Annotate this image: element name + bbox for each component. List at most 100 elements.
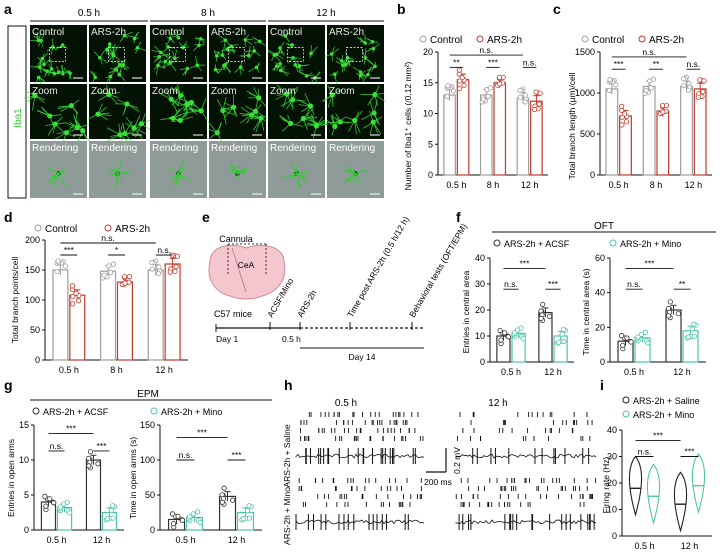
microglia-process (276, 84, 288, 95)
microglia-process (200, 98, 207, 111)
microglia-process (122, 59, 127, 66)
h-time-12: 12 h (488, 398, 507, 409)
microglia-process (169, 58, 173, 64)
microglia-process (126, 103, 140, 112)
x-tick-label: 12 h (544, 367, 562, 377)
y-tick-label: 1500 (575, 47, 595, 57)
y-tick-label: 5 (24, 490, 29, 500)
microglia-process (137, 47, 146, 51)
panel-a: a Iba1 0.5 h 8 h 12 h Control ARS-2h Contr… (4, 1, 386, 199)
time-header-12: 12 h (316, 8, 335, 19)
data-point (87, 449, 94, 455)
data-point (456, 67, 462, 73)
data-point (126, 274, 133, 280)
x-tick-label: 12 h (673, 367, 691, 377)
microglia-process (306, 122, 317, 127)
microglia-process (170, 98, 179, 106)
microglia-process (25, 95, 36, 104)
microglia-process (331, 94, 334, 107)
microglia-process (52, 71, 59, 77)
microglia-process (96, 91, 109, 95)
microglia-process (280, 70, 290, 75)
microglia-process (40, 33, 45, 41)
microglia-process (365, 57, 374, 65)
microglia-process (37, 40, 42, 47)
microglia-process (97, 103, 103, 115)
microglia-process (46, 68, 52, 73)
rendered-branch (344, 173, 356, 184)
microglia-process (254, 50, 261, 57)
microglia-process (251, 111, 256, 120)
microglia-process (106, 84, 110, 95)
legend-mino-marker (609, 239, 617, 247)
significance-label: *** (64, 245, 75, 255)
rendered-branch (108, 167, 118, 174)
microglia-process (172, 113, 182, 119)
data-point (659, 102, 666, 109)
microglia-process (342, 65, 344, 73)
data-point (520, 335, 526, 342)
rendered-branch (237, 173, 240, 181)
microglia-process (286, 93, 293, 108)
microglia-process (248, 50, 255, 60)
microglia-process (141, 119, 151, 125)
data-point (624, 335, 630, 341)
microglia-process (343, 64, 347, 71)
microglia-process (151, 49, 161, 53)
microglia-process (369, 122, 374, 135)
microglia-process (299, 64, 310, 67)
microglia-process (170, 38, 175, 44)
microglia-process (166, 36, 171, 39)
microglia-process (287, 114, 292, 124)
legend-d: Control ARS-2h (34, 224, 150, 235)
microglia-process (296, 61, 300, 67)
microglia-process (170, 86, 181, 96)
bar (147, 269, 164, 361)
x-tick-label: 12 h (521, 180, 539, 190)
microglia-process (367, 41, 373, 45)
microglia-process (279, 41, 285, 49)
data-point (461, 82, 467, 89)
microglia-process (177, 103, 188, 113)
microglia-process (245, 38, 253, 41)
data-point (496, 74, 503, 80)
microglia-process (113, 55, 121, 61)
h-row-saline: ARS-2h + Saline (282, 424, 292, 487)
legend-ars-marker (638, 35, 646, 43)
microglia-process (309, 53, 312, 59)
microglia-process (97, 106, 108, 115)
microglia-process (253, 45, 255, 52)
significance-label: *** (232, 450, 243, 460)
microglia-process (294, 64, 299, 73)
data-point (643, 87, 649, 94)
microglia-process (50, 59, 53, 69)
microglia-process (42, 52, 49, 59)
microglia-process (209, 132, 218, 139)
ylabel-c: Total branch length (μm)/cell (567, 72, 577, 179)
microglia-process (98, 94, 110, 102)
y-tick-label: 150 (25, 265, 40, 275)
microglia-process (373, 43, 380, 49)
microglia-process (134, 37, 140, 39)
microglia-process (47, 68, 53, 76)
microglia-process (354, 120, 361, 133)
data-point (681, 76, 687, 82)
iba1-label: Iba1 (13, 108, 24, 128)
microglia-process (115, 64, 120, 71)
microglia-process (49, 115, 55, 128)
rendered-branch (296, 173, 300, 188)
microglia-process (93, 51, 101, 59)
tile-label: Control (270, 27, 302, 38)
microglia-process (119, 60, 125, 66)
violin (691, 452, 706, 515)
data-point (110, 515, 116, 521)
data-point (179, 517, 186, 523)
microglia-process (164, 61, 170, 67)
data-point (149, 266, 155, 272)
rendered-branch (58, 168, 65, 174)
x-tick-label: 0.5 h (634, 541, 654, 551)
bar (680, 85, 693, 176)
legend-ars-marker (104, 224, 112, 232)
legend-ars-marker (476, 35, 484, 43)
